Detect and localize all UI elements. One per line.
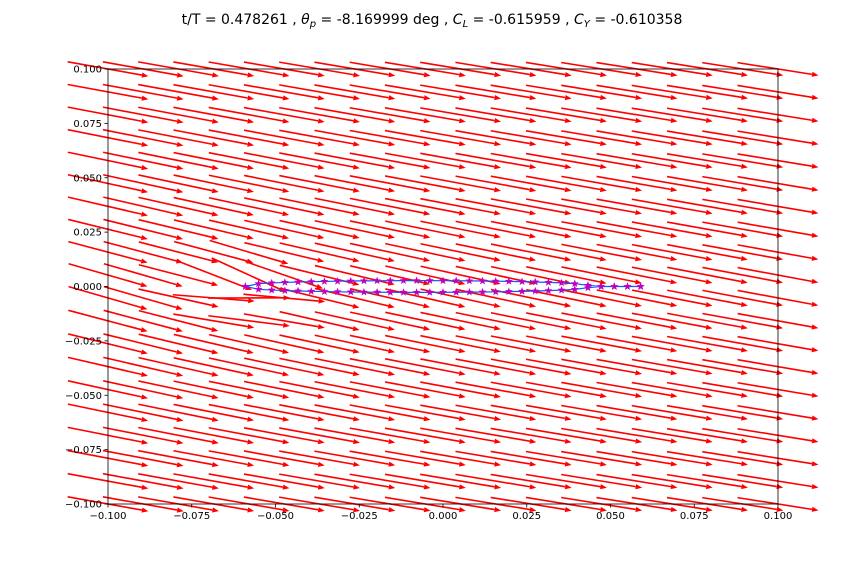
- airfoil-marker: [255, 285, 263, 293]
- airfoil-marker: [373, 277, 381, 285]
- y-tick-label: −0.050: [65, 391, 102, 402]
- x-tick-label: −0.075: [173, 511, 210, 522]
- y-tick-label: 0.075: [73, 119, 102, 130]
- y-tick-label: −0.075: [65, 445, 102, 456]
- field-arrow: [139, 265, 218, 287]
- airfoil-marker: [518, 277, 526, 285]
- chart-title: t/T = 0.478261 , θp = -8.169999 deg , CL…: [182, 12, 683, 30]
- x-tick-label: 0.000: [429, 511, 458, 522]
- airfoil-marker: [360, 288, 368, 296]
- title-segment: p: [309, 19, 316, 30]
- title-segment: = -0.610358: [590, 12, 682, 28]
- airfoil-marker: [307, 287, 315, 295]
- y-tick-label: −0.100: [65, 500, 102, 511]
- airfoil-marker: [452, 288, 460, 296]
- title-segment: t/T = 0.478261 ,: [182, 12, 302, 28]
- y-tick-label: 0.050: [73, 173, 102, 184]
- airfoil-marker: [531, 287, 539, 295]
- y-tick-label: 0.000: [73, 282, 102, 293]
- x-tick-label: −0.100: [89, 511, 126, 522]
- airfoil-marker: [281, 278, 289, 286]
- x-tick-label: −0.050: [257, 511, 294, 522]
- airfoil-marker: [492, 288, 500, 296]
- title-segment: = -0.615959 ,: [468, 12, 574, 28]
- airfoil-marker: [518, 287, 526, 295]
- airfoil-marker: [426, 288, 434, 296]
- title-segment: C: [574, 12, 584, 28]
- vector-field: [68, 62, 819, 513]
- title-segment: C: [453, 12, 463, 28]
- y-tick-label: −0.025: [65, 336, 102, 347]
- y-tick-label: 0.100: [73, 65, 102, 76]
- x-tick-label: 0.075: [680, 511, 709, 522]
- airfoil-marker: [558, 279, 566, 287]
- field-arrow: [244, 243, 324, 263]
- airfoil-marker: [623, 282, 631, 290]
- airfoil-marker: [558, 286, 566, 294]
- title-segment: = -8.169999 deg ,: [316, 12, 453, 28]
- x-tick-label: 0.050: [596, 511, 625, 522]
- x-tick-label: 0.100: [764, 511, 793, 522]
- airfoil-marker: [610, 282, 618, 290]
- y-tick-label: 0.025: [73, 228, 102, 239]
- x-tick-label: 0.025: [512, 511, 541, 522]
- x-tick-label: −0.025: [341, 511, 378, 522]
- airfoil-marker: [413, 276, 421, 284]
- airfoil-marker: [465, 288, 473, 296]
- airfoil-marker: [320, 277, 328, 285]
- airfoil-marker: [399, 288, 407, 296]
- airfoil-marker: [281, 286, 289, 294]
- airfoil-marker: [479, 277, 487, 285]
- field-arrow: [139, 289, 219, 308]
